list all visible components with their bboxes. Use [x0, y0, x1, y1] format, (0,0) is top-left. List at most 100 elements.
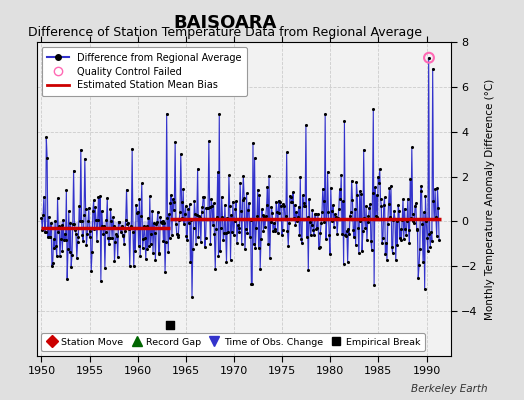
- Legend: Station Move, Record Gap, Time of Obs. Change, Empirical Break: Station Move, Record Gap, Time of Obs. C…: [41, 333, 425, 351]
- Point: [182, 233, 191, 239]
- Point: [84, 218, 92, 224]
- Point: [147, 231, 156, 238]
- Point: [432, 214, 440, 220]
- Point: [352, 242, 360, 248]
- Point: [85, 205, 93, 211]
- Point: [107, 218, 115, 224]
- Point: [47, 220, 56, 226]
- Point: [279, 200, 288, 207]
- Point: [325, 232, 333, 239]
- Point: [268, 210, 277, 216]
- Point: [323, 216, 331, 222]
- Point: [275, 209, 283, 216]
- Point: [49, 259, 57, 266]
- Point: [426, 244, 434, 251]
- Point: [375, 180, 383, 186]
- Point: [401, 226, 410, 233]
- Point: [361, 225, 369, 231]
- Point: [239, 173, 247, 179]
- Point: [130, 225, 139, 232]
- Point: [296, 173, 304, 180]
- Point: [270, 220, 278, 226]
- Point: [429, 66, 437, 72]
- Point: [146, 193, 154, 200]
- Point: [424, 54, 433, 61]
- Point: [73, 239, 82, 246]
- Point: [45, 214, 53, 220]
- Point: [155, 250, 163, 256]
- Point: [278, 227, 287, 233]
- Point: [216, 248, 224, 254]
- Point: [402, 232, 410, 238]
- Point: [61, 230, 69, 237]
- Point: [246, 234, 254, 241]
- Point: [134, 208, 142, 215]
- Point: [433, 185, 442, 191]
- Point: [259, 228, 268, 234]
- Point: [305, 218, 314, 225]
- Point: [254, 186, 262, 193]
- Point: [53, 195, 62, 201]
- Point: [63, 276, 71, 282]
- Point: [66, 220, 74, 227]
- Point: [243, 230, 252, 236]
- Point: [83, 231, 91, 237]
- Point: [354, 225, 362, 232]
- Point: [400, 205, 409, 212]
- Point: [50, 245, 59, 251]
- Point: [290, 215, 298, 222]
- Point: [193, 166, 202, 172]
- Point: [58, 248, 67, 254]
- Point: [96, 193, 104, 199]
- Point: [310, 232, 318, 238]
- Point: [332, 214, 341, 220]
- Point: [407, 215, 415, 221]
- Point: [40, 194, 48, 200]
- Point: [212, 225, 220, 232]
- Point: [370, 184, 379, 191]
- Point: [271, 228, 280, 234]
- Point: [145, 243, 153, 250]
- Point: [82, 242, 91, 248]
- Point: [264, 240, 272, 247]
- Point: [370, 282, 378, 288]
- Point: [90, 197, 98, 204]
- Point: [148, 208, 156, 214]
- Point: [207, 196, 215, 203]
- Point: [137, 213, 145, 219]
- Point: [424, 248, 432, 254]
- Point: [335, 186, 344, 193]
- Point: [403, 218, 411, 224]
- Point: [338, 231, 346, 238]
- Point: [198, 204, 206, 211]
- Point: [272, 198, 280, 205]
- Point: [225, 203, 234, 209]
- Point: [330, 224, 338, 230]
- Point: [408, 211, 417, 218]
- Point: [121, 228, 129, 234]
- Point: [150, 230, 159, 236]
- Point: [423, 235, 431, 241]
- Point: [177, 199, 185, 205]
- Point: [367, 238, 375, 245]
- Point: [417, 182, 425, 189]
- Point: [427, 228, 435, 235]
- Point: [117, 229, 125, 236]
- Point: [340, 261, 348, 268]
- Point: [373, 214, 381, 220]
- Point: [178, 215, 187, 222]
- Point: [138, 244, 147, 251]
- Point: [205, 138, 213, 144]
- Point: [132, 202, 140, 208]
- Point: [166, 235, 174, 242]
- Point: [210, 231, 219, 238]
- Point: [410, 220, 418, 226]
- Point: [165, 211, 173, 218]
- Point: [249, 140, 257, 146]
- Point: [152, 221, 160, 227]
- Point: [342, 232, 350, 239]
- Point: [196, 239, 205, 245]
- Point: [237, 241, 246, 247]
- Point: [263, 184, 271, 190]
- Point: [126, 263, 134, 270]
